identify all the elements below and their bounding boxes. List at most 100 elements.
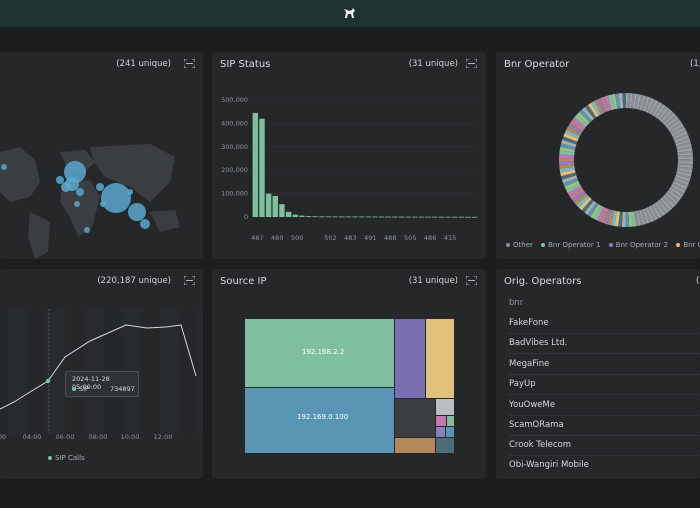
donut-slice	[655, 104, 666, 118]
list-item[interactable]: Crook Telecom	[509, 435, 699, 456]
donut-slice	[574, 192, 588, 206]
donut-slice	[614, 211, 620, 227]
bar	[312, 216, 318, 218]
list-item[interactable]: FakeFone	[509, 313, 699, 334]
bar	[392, 216, 398, 218]
donut-slice	[671, 182, 687, 192]
bar	[385, 216, 391, 218]
donut-slice	[587, 102, 599, 118]
bar	[305, 216, 312, 217]
donut-slice	[569, 188, 584, 200]
donut-slice	[671, 127, 686, 137]
donut-slice	[631, 93, 635, 109]
hover-point	[45, 378, 51, 384]
treemap-cell[interactable]	[447, 416, 454, 426]
legend-item[interactable]: Bnr Ope	[683, 241, 700, 249]
treemap-cell[interactable]	[245, 319, 394, 387]
donut-slice	[675, 139, 691, 146]
treemap-cell[interactable]	[395, 438, 435, 453]
sip-status-panel: SIP Status (31 unique) 0 100,000 200,000 30…	[212, 52, 486, 259]
bar	[325, 216, 332, 218]
donut-slice	[645, 207, 654, 222]
legend-item[interactable]: Bnr Operator 1	[548, 241, 601, 249]
donut-slice	[628, 211, 633, 227]
treemap-cell[interactable]	[436, 416, 446, 426]
dog-icon[interactable]	[341, 5, 357, 21]
treemap-cell[interactable]	[245, 388, 394, 453]
treemap-cell[interactable]	[395, 319, 425, 398]
donut-slice	[629, 93, 633, 109]
donut-slice	[667, 190, 681, 201]
list-item[interactable]: BadVibes Ltd.	[509, 333, 699, 354]
bar	[345, 216, 352, 218]
donut-slice	[639, 209, 646, 225]
operator-filter-input[interactable]: bnr	[509, 298, 524, 308]
donut-slice	[676, 169, 692, 175]
donut-slice	[570, 120, 585, 132]
donut-slice	[618, 211, 623, 227]
donut-slice	[642, 96, 650, 112]
donut-slice	[584, 104, 597, 119]
donut-slice	[670, 185, 685, 196]
donut-slice	[658, 107, 669, 121]
treemap-cell[interactable]	[436, 438, 454, 453]
list-item[interactable]: ScamORama	[509, 415, 699, 436]
treemap-cell[interactable]	[446, 427, 454, 437]
map-unique-count: (241 unique)	[116, 59, 171, 69]
legend-item[interactable]: Other	[513, 241, 533, 249]
x-tick-label: 06:00	[56, 433, 75, 441]
donut-slice	[642, 208, 650, 224]
donut-slice	[561, 139, 577, 148]
x-tick-label: 488	[384, 234, 396, 242]
expand-icon[interactable]	[466, 276, 477, 285]
donut-slice	[596, 206, 607, 222]
donut-slice	[668, 121, 683, 132]
legend-item[interactable]: SIP Calls	[55, 454, 85, 462]
list-item[interactable]: YouOweMe	[509, 395, 699, 416]
donut-slice	[594, 99, 604, 115]
donut-slice	[560, 172, 577, 180]
donut-slice	[653, 203, 664, 217]
donut-slice	[669, 187, 684, 197]
y-tick-label: 200,000	[221, 166, 248, 174]
donut-slice	[666, 191, 680, 203]
bar	[445, 216, 451, 218]
donut-slice	[647, 206, 656, 222]
treemap: 192.168.2.2 192.169.0.100	[245, 319, 454, 453]
bar	[358, 216, 365, 218]
list-item[interactable]: PayUp	[509, 374, 699, 395]
bnr-operator-donut	[559, 93, 693, 228]
donut-slice	[675, 174, 691, 182]
donut-slice	[676, 143, 692, 150]
list-item[interactable]: Obi-Wangiri Mobile	[509, 460, 589, 470]
x-tick-label: 487	[251, 234, 263, 242]
bar	[252, 112, 259, 217]
treemap-cell[interactable]	[395, 399, 435, 437]
donut-slice	[559, 161, 575, 166]
donut-slice	[667, 119, 681, 131]
treemap-cell[interactable]	[436, 399, 454, 415]
legend-item[interactable]: Bnr Operator 2	[615, 241, 669, 249]
donut-slice	[590, 204, 601, 219]
donut-slice	[673, 133, 689, 141]
donut-slice	[674, 135, 690, 143]
donut-slice	[627, 93, 631, 109]
donut-slice	[670, 125, 685, 135]
donut-slice	[566, 126, 582, 137]
donut-slice	[677, 150, 693, 155]
donut-slice	[672, 181, 688, 190]
donut-slice	[618, 93, 624, 109]
donut-slice	[600, 96, 610, 112]
donut-slice	[664, 194, 677, 206]
donut-slice	[625, 211, 630, 228]
donut-slice	[634, 93, 640, 110]
treemap-cell[interactable]	[436, 427, 445, 437]
treemap-cell[interactable]	[426, 319, 454, 398]
donut-slice	[604, 95, 612, 111]
orig-operators-panel: Orig. Operators ( bnr FakeFone BadVibes …	[496, 269, 700, 479]
donut-slice	[660, 110, 673, 123]
donut-slice	[564, 129, 580, 139]
list-item[interactable]: MegaFine	[509, 354, 699, 375]
sip-status-chart: 0 100,000 200,000 300,000 400,000 500,000 487 4…	[221, 96, 478, 242]
grid-band	[8, 309, 27, 434]
